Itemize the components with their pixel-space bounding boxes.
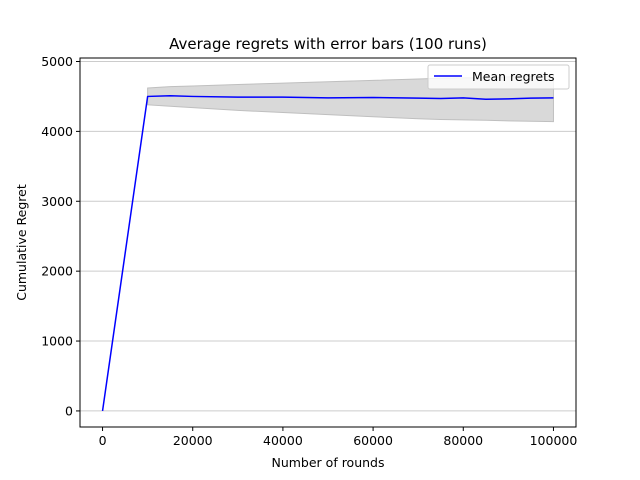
y-tick-label: 5000 [41, 54, 73, 69]
x-axis: 0 20000 40000 60000 80000 100000 [99, 427, 578, 448]
x-tick-label: 40000 [263, 433, 303, 448]
x-tick-label: 20000 [173, 433, 213, 448]
y-tick-label: 2000 [41, 264, 73, 279]
legend: Mean regrets [427, 64, 570, 90]
y-tick-label: 3000 [41, 194, 73, 209]
series-line-mean-regrets [101, 94, 554, 412]
x-tick-label: 60000 [353, 433, 393, 448]
y-tick-label: 4000 [41, 124, 73, 139]
grid-layer [80, 60, 576, 412]
plot-area-frame [79, 57, 577, 428]
y-tick-label: 0 [65, 403, 73, 418]
x-tick-label: 80000 [443, 433, 483, 448]
x-tick-label: 0 [99, 433, 107, 448]
chart-title: Average regrets with error bars (100 run… [169, 35, 487, 53]
series-layer [101, 94, 554, 412]
y-axis: 0 1000 2000 3000 4000 5000 [41, 54, 80, 418]
x-axis-label: Number of rounds [271, 455, 384, 470]
y-axis-label: Cumulative Regret [14, 184, 29, 301]
legend-box [427, 64, 570, 90]
x-tick-label: 100000 [530, 433, 578, 448]
y-tick-label: 1000 [41, 334, 73, 349]
legend-label-mean-regrets: Mean regrets [472, 69, 555, 84]
